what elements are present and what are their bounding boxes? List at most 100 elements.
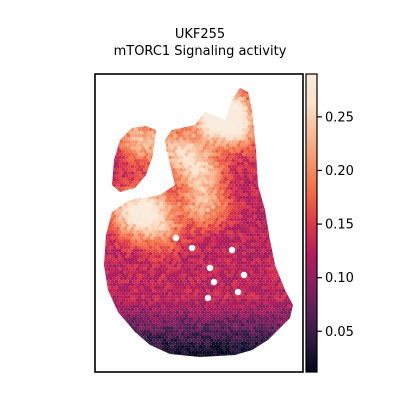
spatial-spot: [251, 254, 255, 259]
spatial-spot: [112, 338, 117, 343]
spatial-spot: [164, 124, 169, 129]
spatial-spot: [155, 183, 160, 188]
spatial-spot: [197, 279, 201, 284]
spatial-spot: [121, 248, 126, 253]
spatial-spot: [269, 211, 273, 216]
spatial-spot: [231, 164, 236, 169]
spatial-spot: [240, 254, 245, 259]
spatial-spot: [227, 177, 232, 182]
spatial-spot: [130, 115, 135, 120]
spatial-spot: [148, 245, 153, 250]
spatial-spot: [265, 161, 270, 166]
spatial-spot: [229, 254, 234, 259]
spatial-spot: [123, 276, 128, 281]
spatial-spot: [215, 168, 219, 172]
spatial-spot: [123, 78, 127, 82]
spatial-spot: [105, 189, 110, 194]
spatial-spot: [108, 313, 113, 318]
spatial-spot: [234, 88, 239, 89]
spatial-spot: [254, 242, 259, 247]
spatial-spot: [159, 189, 164, 194]
spatial-spot: [289, 78, 293, 82]
spatial-spot: [166, 115, 171, 120]
spatial-spot: [114, 285, 119, 290]
spatial-spot: [243, 279, 248, 284]
spatial-spot: [150, 124, 155, 129]
spatial-spot: [216, 264, 221, 268]
spatial-spot: [288, 90, 293, 95]
spatial-spot: [236, 137, 241, 141]
spatial-spot: [104, 223, 108, 228]
spatial-spot: [281, 171, 286, 175]
spatial-spot: [292, 282, 293, 287]
spatial-spot: [202, 140, 207, 144]
spatial-spot: [276, 347, 281, 352]
spatial-spot: [110, 323, 115, 327]
spatial-spot: [285, 78, 289, 82]
spatial-spot: [270, 338, 275, 343]
spatial-spot: [100, 286, 104, 290]
spatial-spot: [175, 261, 180, 265]
spatial-spot: [283, 199, 288, 203]
spatial-spot: [188, 288, 192, 293]
spatial-spot: [186, 205, 191, 210]
spatial-spot: [234, 183, 239, 188]
spatial-spot: [247, 223, 252, 228]
spatial-spot: [135, 230, 140, 234]
spatial-spot: [225, 186, 230, 191]
spatial-spot: [114, 310, 119, 315]
spatial-spot: [296, 215, 300, 219]
spatial-spot: [98, 103, 102, 107]
spatial-spot: [278, 288, 282, 293]
spatial-spot: [166, 171, 171, 175]
spatial-spot: [208, 81, 212, 85]
spatial-spot: [184, 282, 189, 287]
spatial-spot: [164, 261, 169, 265]
spatial-spot: [157, 230, 162, 234]
spatial-spot: [148, 350, 153, 355]
spatial-spot: [152, 115, 156, 120]
spatial-spot: [171, 192, 176, 197]
spatial-spot: [281, 90, 286, 95]
spatial-spot: [144, 288, 149, 293]
spatial-spot: [110, 310, 115, 315]
spatial-spot: [281, 88, 286, 89]
spatial-spot: [98, 184, 102, 188]
spatial-spot: [148, 202, 153, 206]
spatial-spot: [245, 195, 250, 200]
spatial-spot: [278, 332, 282, 337]
spatial-spot: [121, 217, 126, 222]
spatial-spot: [213, 257, 218, 262]
spatial-spot: [206, 195, 210, 200]
spatial-spot: [231, 115, 236, 120]
spatial-spot: [209, 214, 214, 219]
spatial-spot: [193, 161, 198, 166]
spatial-spot: [146, 279, 151, 284]
spatial-spot: [105, 202, 110, 206]
spatial-spot: [283, 205, 288, 210]
spatial-spot: [242, 133, 246, 138]
spatial-spot: [238, 115, 243, 120]
spatial-spot: [130, 288, 135, 293]
spatial-spot: [216, 288, 221, 293]
spatial-spot: [270, 140, 275, 144]
spatial-spot: [121, 223, 126, 228]
spatial-spot: [150, 93, 155, 98]
spatial-spot: [152, 288, 156, 293]
spatial-spot: [269, 118, 273, 123]
spatial-spot: [143, 99, 147, 104]
spatial-spot: [132, 174, 137, 179]
spatial-spot: [121, 267, 126, 271]
spatial-spot: [126, 202, 131, 206]
spatial-spot: [146, 174, 151, 179]
spatial-spot: [294, 100, 298, 104]
spatial-spot: [126, 226, 131, 231]
spatial-spot: [108, 264, 113, 268]
spatial-spot: [177, 88, 182, 89]
spatial-spot: [288, 251, 293, 256]
spatial-spot: [150, 192, 155, 197]
spatial-spot: [180, 288, 185, 293]
spatial-spot: [107, 335, 111, 340]
spatial-spot: [105, 109, 110, 113]
spatial-spot: [143, 149, 147, 154]
